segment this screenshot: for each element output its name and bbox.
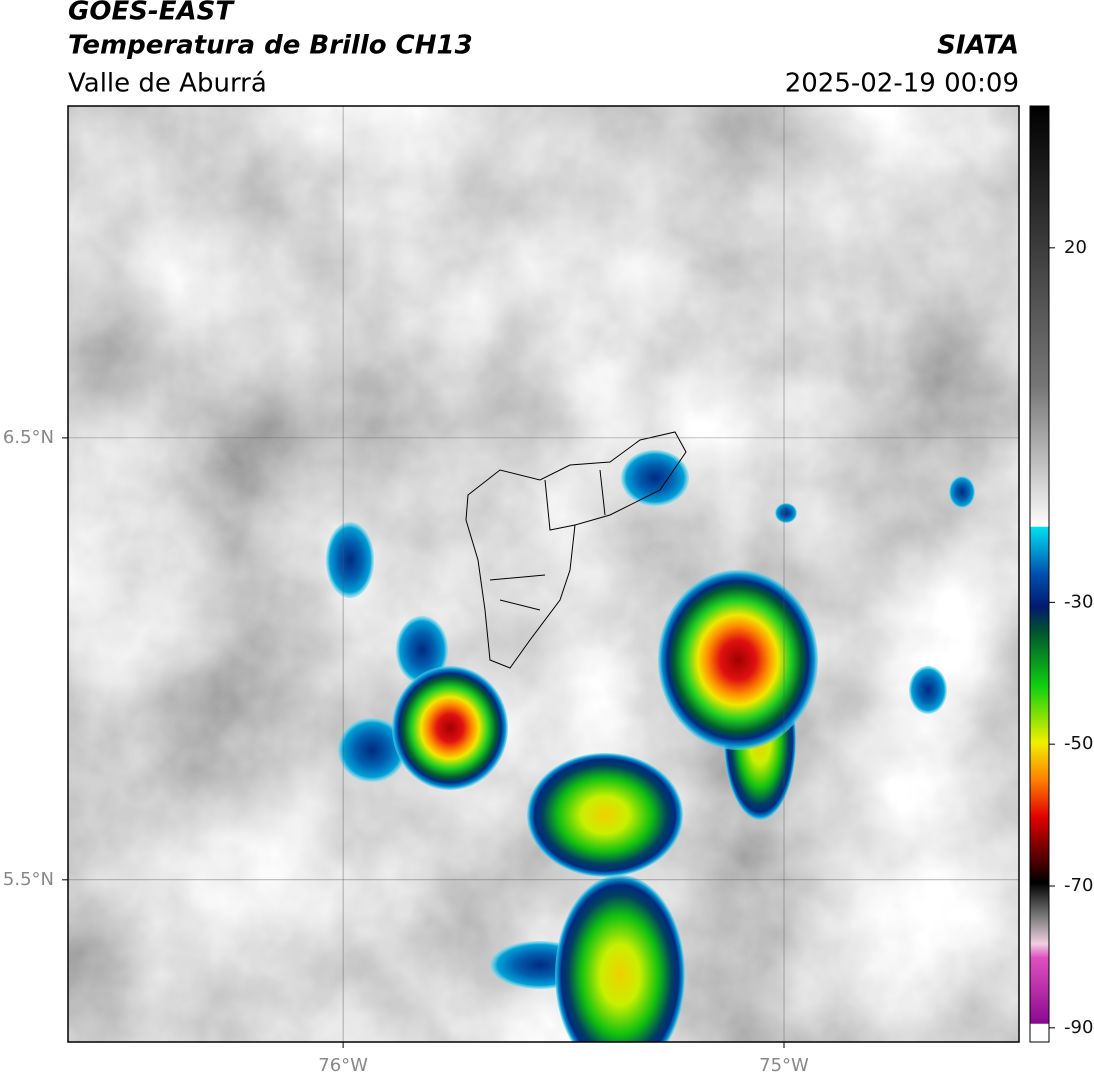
y-tick-label: 6.5°N [3,427,54,448]
storm-cells [326,450,975,1042]
source: SIATA [937,31,1019,61]
y-tick-label: 5.5°N [3,869,54,890]
cloud-field [68,106,1019,1042]
x-tick-label: 76°W [318,1055,368,1076]
municipal-boundaries [465,431,687,669]
datetime: 2025-02-19 00:09 [785,69,1019,99]
colorbar-tick-label: -50 [1064,733,1093,754]
colorbar-tick-label: -90 [1064,1017,1093,1038]
colorbar [1029,105,1050,1043]
title-line: GOES-EAST [68,0,235,27]
map-frame [67,105,1020,1043]
colorbar-tick-label: 20 [1064,237,1087,258]
region: Valle de Aburrá [68,69,267,99]
chart-title: Temperatura de Brillo CH13 [68,31,473,61]
x-tick-label: 75°W [759,1055,809,1076]
colorbar-tick-label: -70 [1064,875,1093,896]
colorbar-tick-label: -30 [1064,591,1093,612]
map [68,106,1019,1042]
